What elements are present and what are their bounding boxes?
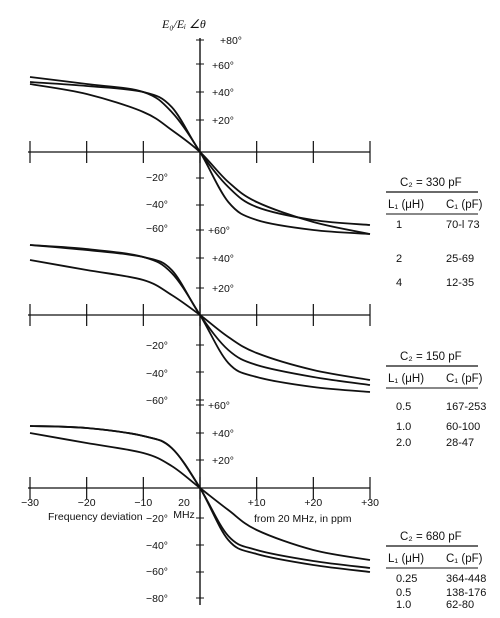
legend-col-l1: L₁ (μH) bbox=[388, 373, 424, 385]
legend-l1-value: 2 bbox=[396, 253, 402, 265]
y-tick-label: +60° bbox=[212, 60, 234, 72]
chart-curves bbox=[29, 76, 371, 573]
x-tick-label: +30 bbox=[361, 497, 379, 509]
legend-c1-value: 138-176 bbox=[446, 587, 486, 599]
legend-l1-value: 0.5 bbox=[396, 587, 411, 599]
legend-col-c1: C₁ (pF) bbox=[446, 373, 483, 385]
y-tick-label: −20° bbox=[146, 172, 168, 184]
series-line-panel2-3 bbox=[29, 259, 371, 381]
legend-l1-value: 2.0 bbox=[396, 437, 411, 449]
series-line-panel1-3 bbox=[29, 83, 371, 235]
legend-l1-value: 0.25 bbox=[396, 573, 417, 585]
x-tick-label: −10 bbox=[134, 497, 152, 509]
legend-c2-label: C₂ = 330 pF bbox=[400, 177, 462, 189]
chart-texts: +80° +60° +40° +20° −20° −40° −60° +60° +40° +20°… bbox=[21, 17, 486, 611]
y-tick-label: +60° bbox=[208, 400, 230, 412]
y-tick-label: +20° bbox=[212, 455, 234, 467]
x-tick-label: −20 bbox=[78, 497, 96, 509]
x-axis-label-left: Frequency deviation bbox=[48, 511, 143, 523]
y-tick-label: +20° bbox=[212, 283, 234, 295]
x-tick-label: +10 bbox=[248, 497, 266, 509]
series-line-panel3-3 bbox=[29, 432, 371, 561]
legend-c1-value: 70-l 73 bbox=[446, 219, 480, 231]
legend-l1-value: 0.5 bbox=[396, 401, 411, 413]
y-tick-label: +40° bbox=[212, 253, 234, 265]
legend-c1-value: 12-35 bbox=[446, 277, 474, 289]
legend-l1-value: 1.0 bbox=[396, 421, 411, 433]
x-tick-label: 20 bbox=[178, 497, 190, 509]
y-tick-label: −60° bbox=[146, 566, 168, 578]
y-tick-label: +80° bbox=[220, 35, 242, 47]
legend-c1-value: 167-253 bbox=[446, 401, 486, 413]
y-tick-label: +40° bbox=[212, 87, 234, 99]
legend-l1-value: 4 bbox=[396, 277, 402, 289]
y-tick-label: −40° bbox=[146, 368, 168, 380]
legend-c1-value: 364-448 bbox=[446, 573, 486, 585]
y-tick-label: −20° bbox=[146, 513, 168, 525]
y-tick-label: +60° bbox=[208, 225, 230, 237]
legend-c2-label: C₂ = 680 pF bbox=[400, 531, 462, 543]
y-tick-label: −40° bbox=[146, 199, 168, 211]
x-tick-label: −30 bbox=[21, 497, 39, 509]
y-tick-label: −60° bbox=[146, 395, 168, 407]
y-tick-label: −20° bbox=[146, 340, 168, 352]
legend-c1-value: 60-100 bbox=[446, 421, 480, 433]
legend-col-c1: C₁ (pF) bbox=[446, 553, 483, 565]
legend-c1-value: 28-47 bbox=[446, 437, 474, 449]
x-axis-label-right: from 20 MHz, in ppm bbox=[254, 513, 352, 525]
y-axis-title: E₀/Eᵢ ∠θ bbox=[161, 17, 206, 31]
legend-col-l1: L₁ (μH) bbox=[388, 553, 424, 565]
legend-c1-value: 62-80 bbox=[446, 599, 474, 611]
legend-l1-value: 1 bbox=[396, 219, 402, 231]
legend-c1-value: 25-69 bbox=[446, 253, 474, 265]
y-tick-label: +20° bbox=[212, 115, 234, 127]
x-unit-label: MHz bbox=[173, 509, 195, 521]
legend-c2-label: C₂ = 150 pF bbox=[400, 351, 462, 363]
y-tick-label: −80° bbox=[146, 593, 168, 605]
legend-col-l1: L₁ (μH) bbox=[388, 199, 424, 211]
y-tick-label: +40° bbox=[212, 428, 234, 440]
y-tick-label: −60° bbox=[146, 223, 168, 235]
legend-l1-value: 1.0 bbox=[396, 599, 411, 611]
legend-col-c1: C₁ (pF) bbox=[446, 199, 483, 211]
x-tick-label: +20 bbox=[304, 497, 322, 509]
y-tick-label: −40° bbox=[146, 540, 168, 552]
